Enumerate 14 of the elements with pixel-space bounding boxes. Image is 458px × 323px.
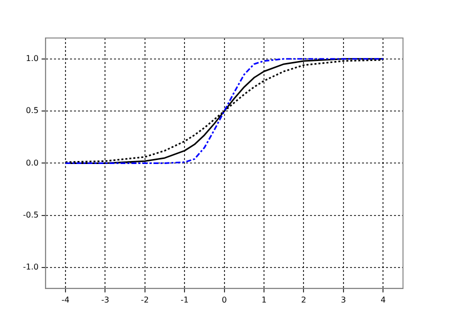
y-tick-label: -1.0 (23, 262, 39, 272)
x-tick-label: -3 (101, 295, 110, 304)
x-tick-label: -2 (140, 295, 149, 304)
x-tick-label: 4 (380, 295, 386, 304)
y-tick-label: 0.5 (26, 106, 39, 116)
y-tick-label: 0.0 (26, 158, 39, 168)
y-tick-label: 1.0 (26, 54, 39, 63)
x-tick-label: 3 (340, 295, 346, 304)
y-tick-label: -0.5 (23, 210, 39, 220)
x-tick-label: 0 (222, 295, 227, 304)
x-tick-label: -1 (180, 295, 189, 304)
x-tick-label: 1 (261, 295, 267, 304)
x-tick-label: -4 (61, 295, 70, 304)
x-tick-label: 2 (301, 295, 306, 304)
